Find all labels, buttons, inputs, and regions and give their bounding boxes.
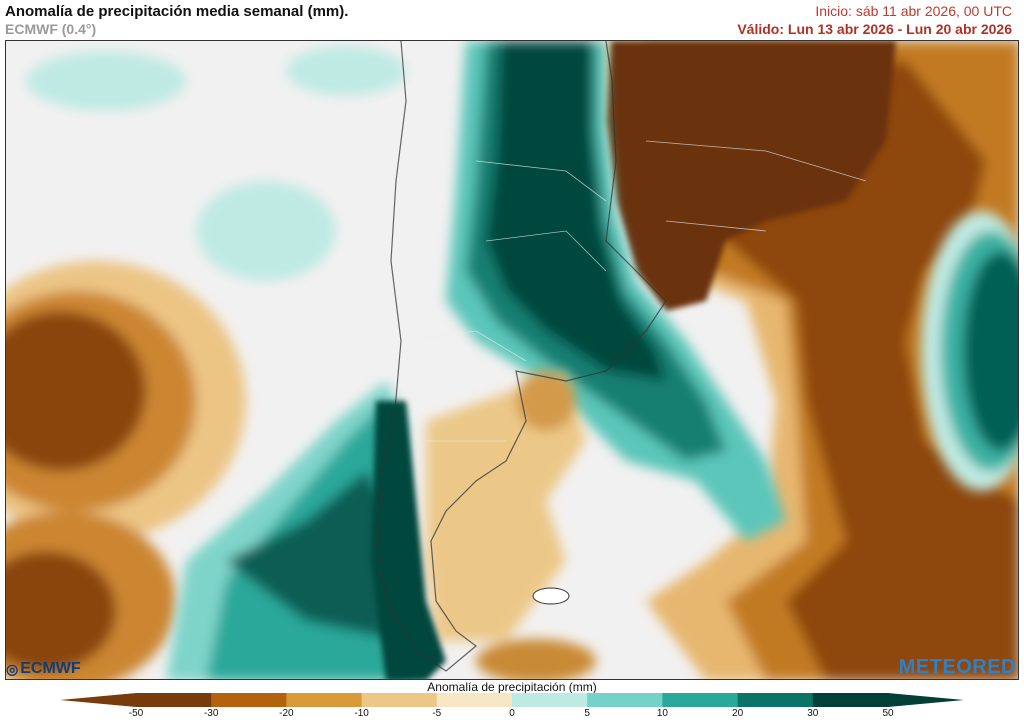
colorbar-segment xyxy=(512,693,588,707)
colorbar-segment xyxy=(737,693,814,707)
colorbar-min-extension xyxy=(60,693,136,707)
colorbar-segment xyxy=(286,693,363,707)
argentina-wet-anomaly xyxy=(446,41,786,541)
south-america-coastline xyxy=(377,41,667,672)
colorbar-tick-label: -5 xyxy=(432,708,442,719)
precipitation-anomaly-map xyxy=(5,40,1019,680)
falkland-islands xyxy=(532,587,570,605)
colorbar-segment xyxy=(587,693,663,707)
south-atlantic-wet-anomaly xyxy=(921,211,1018,491)
colorbar-segment xyxy=(136,693,212,707)
southern-chile-wet-anomaly xyxy=(371,401,446,679)
country-borders xyxy=(405,140,867,442)
colorbar-tick-label: 10 xyxy=(656,708,668,719)
colorbar-tick-label: 30 xyxy=(807,708,819,719)
ecmwf-logo: ◎ ECMWF xyxy=(6,660,81,678)
colorbar-segment xyxy=(436,693,513,707)
model-subtitle: ECMWF (0.4°) xyxy=(5,21,97,37)
init-time: Inicio: sáb 11 abr 2026, 00 UTC xyxy=(815,3,1012,19)
ecmwf-globe-icon: ◎ xyxy=(6,660,19,677)
south-pacific-wet-anomaly xyxy=(166,381,416,679)
pacific-wet-patches xyxy=(26,46,406,281)
colorbar-segment xyxy=(361,693,438,707)
colorbar-tick-label: -20 xyxy=(279,708,294,719)
patagonia-dry-anomaly xyxy=(426,371,596,679)
map-title: Anomalía de precipitación media semanal … xyxy=(5,3,349,20)
colorbar-tick-label: -50 xyxy=(128,708,144,719)
colorbar-tick-label: 0 xyxy=(509,708,515,719)
colorbar-title: Anomalía de precipitación (mm) xyxy=(427,680,597,694)
colorbar-segment xyxy=(812,693,889,707)
colorbar-tick-label: 5 xyxy=(584,708,590,719)
colorbar-max-extension xyxy=(888,693,964,707)
brazil-dry-anomaly xyxy=(606,41,896,311)
map-canvas xyxy=(6,41,1018,679)
colorbar-tick-label: -30 xyxy=(203,708,219,719)
colorbar-tick-label: -10 xyxy=(354,708,369,719)
meteored-logo: METEORED xyxy=(898,656,1016,678)
colorbar xyxy=(60,693,964,707)
colorbar-tick-label: 20 xyxy=(732,708,744,719)
colorbar-tick-label: 50 xyxy=(882,708,894,719)
valid-period: Válido: Lun 13 abr 2026 - Lun 20 abr 202… xyxy=(737,21,1012,37)
colorbar-segment xyxy=(662,693,739,707)
pacific-dry-anomaly xyxy=(6,261,246,679)
colorbar-segment xyxy=(211,693,287,707)
ecmwf-logo-text: ECMWF xyxy=(20,660,81,677)
